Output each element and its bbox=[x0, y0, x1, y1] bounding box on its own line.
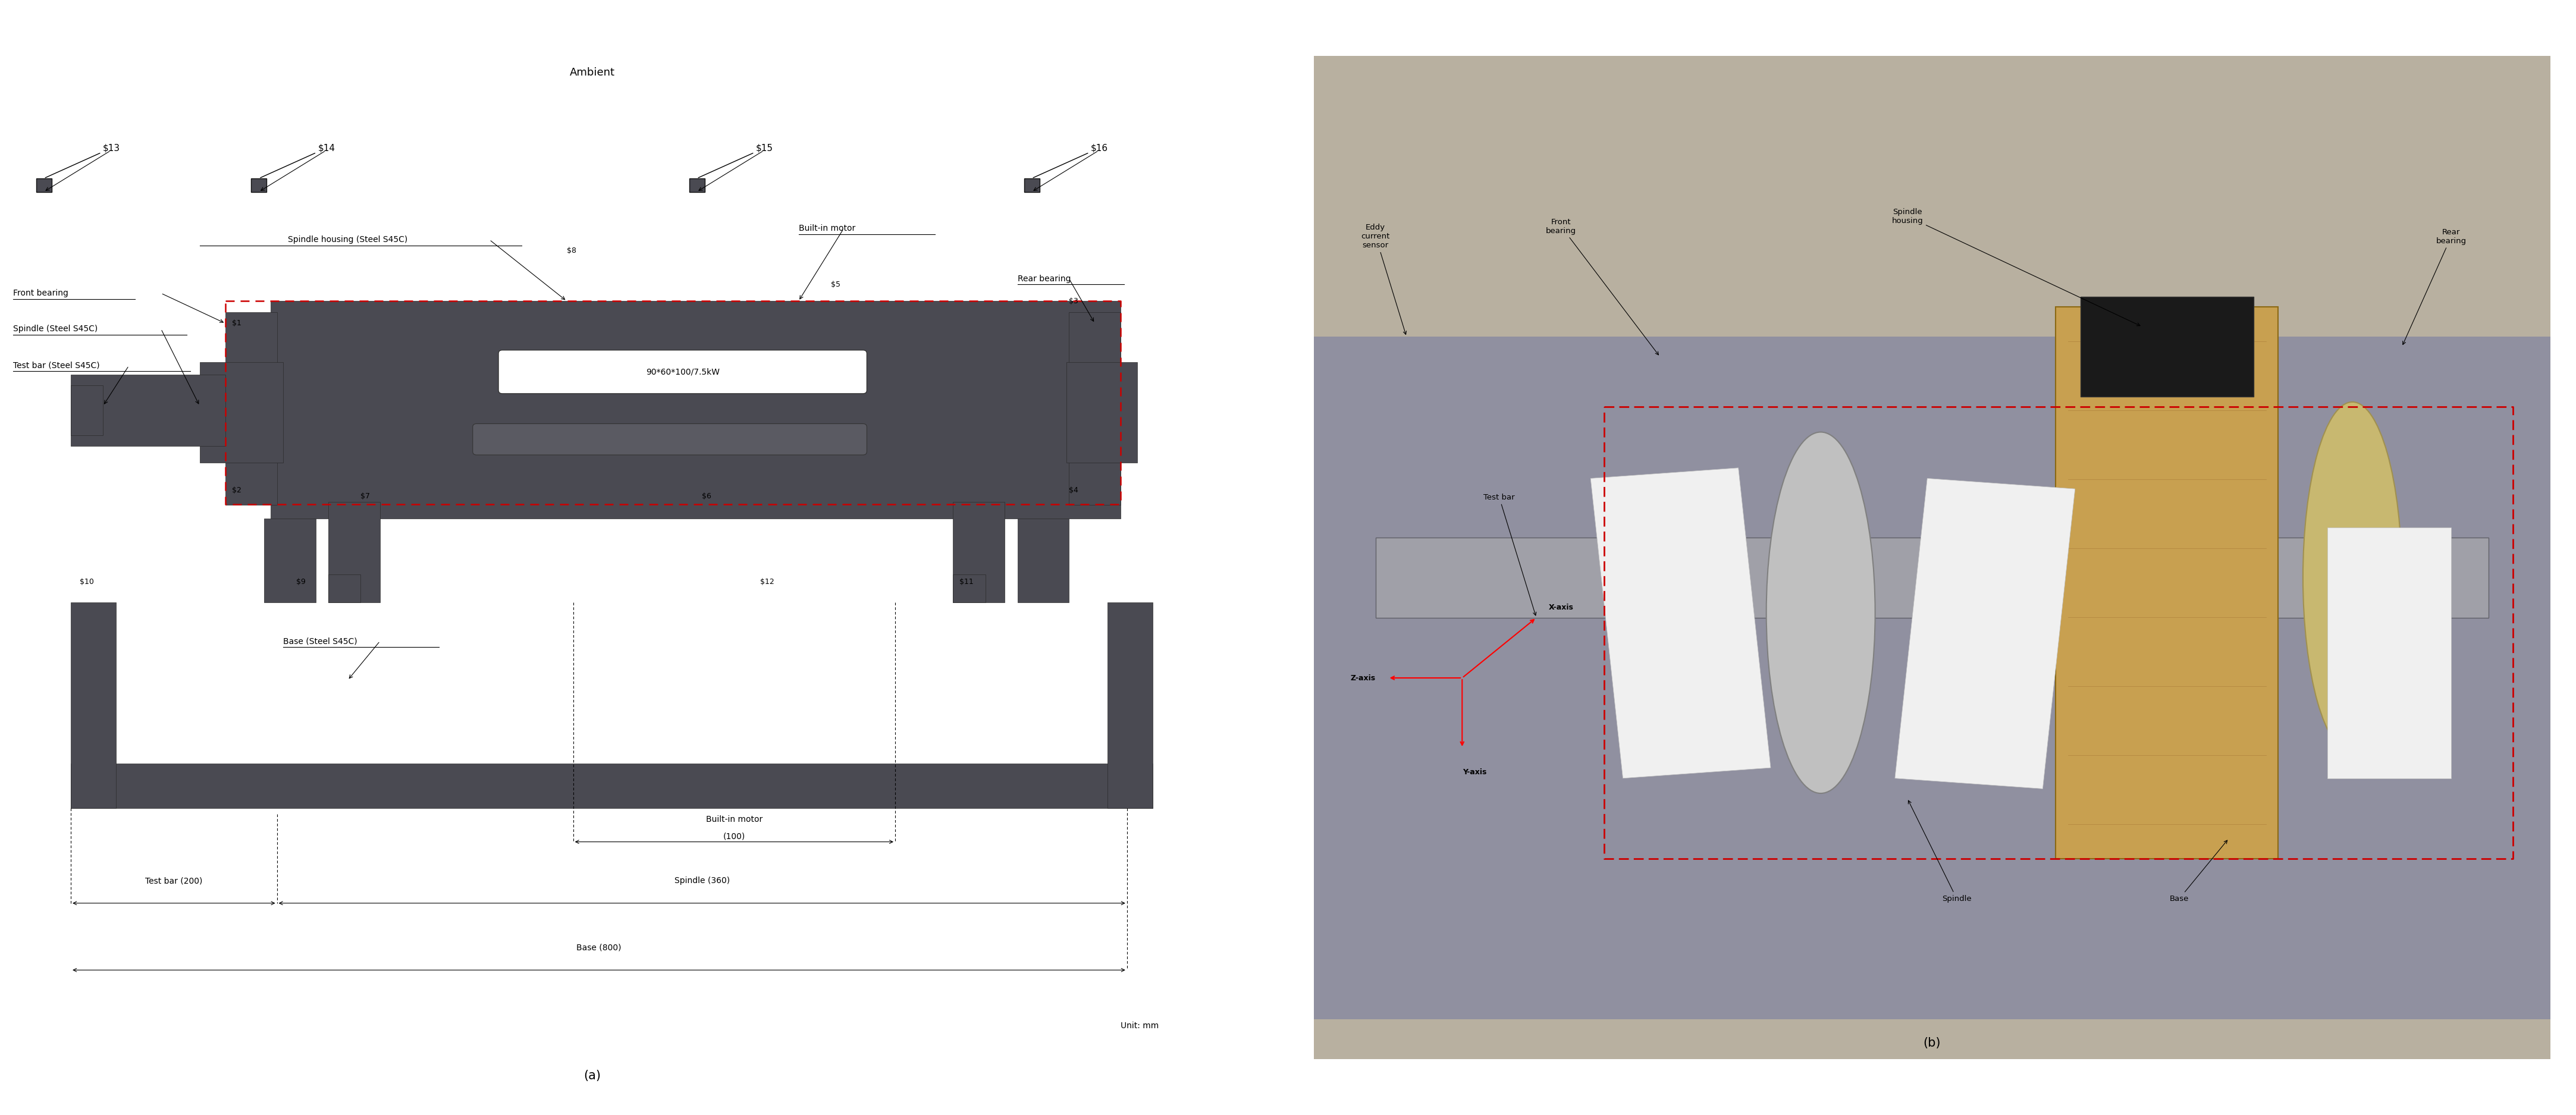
Bar bbox=[252, 178, 268, 192]
FancyBboxPatch shape bbox=[500, 350, 868, 394]
Bar bbox=[2329, 527, 2452, 778]
Bar bbox=[227, 312, 278, 505]
Text: (100): (100) bbox=[724, 832, 744, 841]
Bar bbox=[1896, 478, 2076, 788]
Text: Rear
bearing: Rear bearing bbox=[2403, 229, 2468, 345]
Bar bbox=[1069, 312, 1121, 505]
Text: Eddy
current
sensor: Eddy current sensor bbox=[1360, 224, 1406, 334]
Text: $4: $4 bbox=[1069, 487, 1079, 494]
Bar bbox=[72, 764, 1154, 808]
Text: Base (800): Base (800) bbox=[577, 943, 621, 952]
Text: Front bearing: Front bearing bbox=[13, 289, 67, 298]
Text: $1: $1 bbox=[232, 320, 242, 327]
Bar bbox=[953, 502, 1005, 602]
Text: Ambient: Ambient bbox=[569, 67, 616, 78]
Text: Built-in motor: Built-in motor bbox=[706, 815, 762, 824]
Text: $8: $8 bbox=[567, 248, 577, 254]
Text: $6: $6 bbox=[701, 493, 711, 500]
Bar bbox=[2056, 307, 2277, 859]
Bar bbox=[1108, 602, 1154, 808]
Text: $10: $10 bbox=[80, 579, 95, 585]
Text: $9: $9 bbox=[296, 579, 307, 585]
Bar bbox=[36, 178, 52, 192]
Text: Front
bearing: Front bearing bbox=[1546, 219, 1659, 355]
Text: $3: $3 bbox=[1069, 298, 1079, 304]
Text: Test bar: Test bar bbox=[1484, 494, 1535, 615]
Bar bbox=[1376, 537, 2488, 618]
Bar bbox=[690, 178, 706, 192]
Bar bbox=[72, 386, 103, 435]
Text: $2: $2 bbox=[232, 487, 242, 494]
Bar bbox=[270, 301, 1121, 518]
Text: $14: $14 bbox=[260, 144, 335, 177]
Text: Unit: mm: Unit: mm bbox=[1121, 1021, 1159, 1030]
Bar bbox=[72, 375, 227, 446]
Text: $11: $11 bbox=[958, 579, 974, 585]
Text: Rear bearing: Rear bearing bbox=[1018, 274, 1072, 283]
Ellipse shape bbox=[1767, 432, 1875, 794]
Bar bbox=[330, 502, 381, 602]
Text: Base: Base bbox=[2169, 841, 2228, 902]
Bar bbox=[1025, 178, 1041, 192]
Text: $15: $15 bbox=[698, 144, 773, 177]
Bar bbox=[1314, 337, 2550, 1019]
Text: Built-in motor: Built-in motor bbox=[799, 224, 855, 233]
Bar bbox=[953, 574, 984, 602]
Text: (a): (a) bbox=[585, 1070, 600, 1082]
Text: $5: $5 bbox=[829, 281, 840, 288]
Bar bbox=[263, 518, 317, 602]
Text: Spindle housing (Steel S45C): Spindle housing (Steel S45C) bbox=[289, 235, 407, 244]
Text: 90*60*100/7.5kW: 90*60*100/7.5kW bbox=[647, 368, 719, 376]
Ellipse shape bbox=[2303, 401, 2401, 754]
Text: (b): (b) bbox=[1924, 1037, 1940, 1049]
Bar bbox=[1589, 468, 1770, 778]
Text: Test bar (200): Test bar (200) bbox=[144, 876, 204, 885]
Text: $16: $16 bbox=[1033, 144, 1108, 177]
Text: Spindle (Steel S45C): Spindle (Steel S45C) bbox=[13, 324, 98, 333]
Text: X-axis: X-axis bbox=[1548, 604, 1574, 611]
Text: $13: $13 bbox=[46, 144, 121, 177]
Text: $12: $12 bbox=[760, 579, 773, 585]
Bar bbox=[2081, 297, 2254, 397]
Text: Z-axis: Z-axis bbox=[1350, 675, 1376, 681]
Bar bbox=[72, 602, 116, 808]
Bar bbox=[330, 574, 361, 602]
Bar bbox=[201, 362, 283, 463]
Text: Base (Steel S45C): Base (Steel S45C) bbox=[283, 637, 358, 646]
Text: Spindle (360): Spindle (360) bbox=[675, 876, 729, 885]
Bar bbox=[1066, 362, 1139, 463]
Text: Test bar (Steel S45C): Test bar (Steel S45C) bbox=[13, 361, 100, 370]
Text: $7: $7 bbox=[361, 493, 371, 500]
Text: Spindle
housing: Spindle housing bbox=[1891, 209, 2141, 326]
FancyBboxPatch shape bbox=[474, 424, 868, 455]
Text: Spindle: Spindle bbox=[1909, 801, 1971, 902]
Bar bbox=[1018, 518, 1069, 602]
Text: Y-axis: Y-axis bbox=[1463, 768, 1486, 776]
